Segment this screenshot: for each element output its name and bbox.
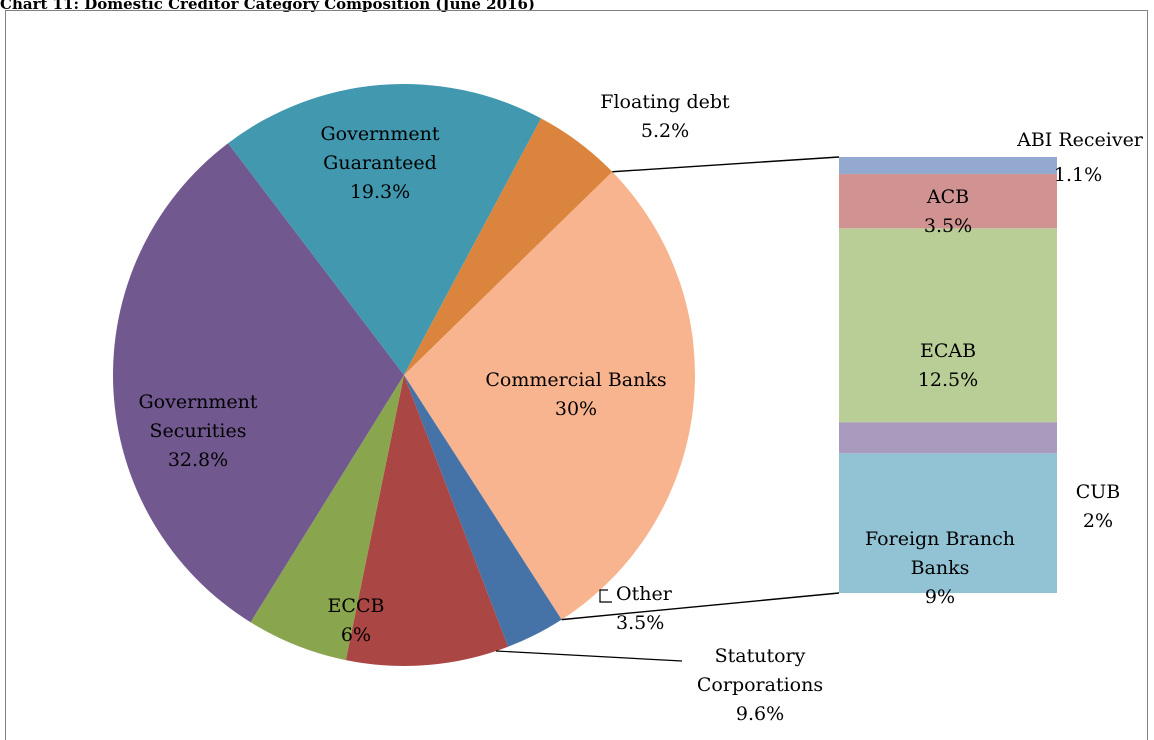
bar-segment-acb (839, 174, 1057, 229)
pie-label-other: Other 3.5% (616, 583, 673, 634)
pie-label-government-guaranteed: Government Guaranteed 19.3% (320, 123, 439, 203)
bar-label-acb: ACB 3.5% (924, 186, 972, 237)
bar-segment-cub (839, 422, 1057, 454)
bar-label-ecab: ECAB 12.5% (918, 340, 978, 391)
connector-line-bottom (561, 592, 840, 621)
leader-lines (495, 589, 683, 662)
pie-slice-government-guaranteed (228, 84, 542, 376)
pie-label-floating-debt: Floating debt 5.2% (600, 91, 730, 142)
bar-segment-ecab (839, 228, 1057, 423)
chart-frame (5, 10, 1148, 740)
leader-line-statutory-corporations (495, 650, 683, 662)
pie-label-statutory-corporations: Statutory Corporations 9.6% (697, 645, 823, 725)
pie-label-commercial-banks: Commercial Banks 30% (485, 369, 666, 420)
bar-label-cub: CUB 2% (1076, 481, 1121, 532)
bar-segment-abi-receiver (839, 157, 1057, 175)
connector-lines (561, 156, 840, 621)
pie-slice-other (404, 375, 562, 647)
pie-slice-government-securities (113, 143, 405, 623)
bar-segment-foreign-branch-banks (839, 453, 1057, 593)
leader-line-other (599, 589, 612, 603)
data-labels: Commercial Banks 30% Other 3.5% Statutory Cor… (138, 91, 1143, 725)
pie-slice-floating-debt (404, 118, 613, 375)
pie-slices (113, 84, 696, 667)
connector-line-top (612, 156, 840, 173)
pie-label-government-securities: Government Securities 32.8% (138, 391, 257, 471)
pie-slice-statutory-corporations (345, 375, 509, 667)
pie-slice-eccb (250, 375, 404, 661)
pie-slice-commercial-banks (404, 171, 696, 620)
pie-label-eccb: ECCB 6% (328, 595, 385, 646)
bar-label-foreign-branch-banks: Foreign Branch Banks 9% (865, 528, 1015, 608)
bar-label-abi-receiver: ABI Receiver 1.1% (1016, 129, 1144, 186)
bar-segments (839, 157, 1057, 593)
chart-title: Chart 11: Domestic Creditor Category Com… (0, 0, 536, 13)
